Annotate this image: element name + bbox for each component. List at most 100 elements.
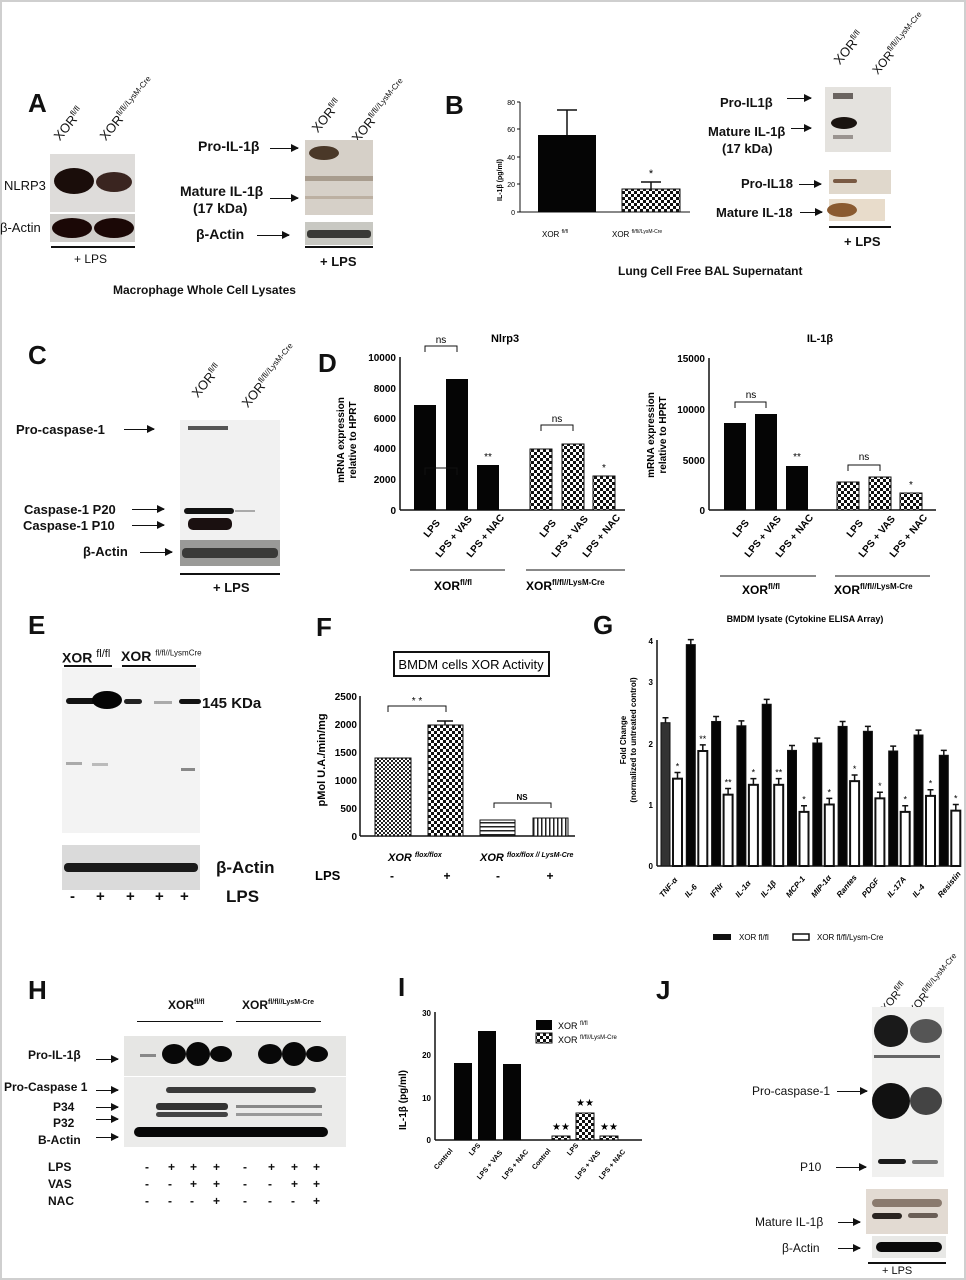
arrow-icon [838, 1244, 861, 1252]
blot-row-label: Pro-IL-1β [28, 1048, 81, 1062]
treatment-label: + LPS [882, 1265, 913, 1277]
svg-text:mRNA expression: mRNA expression [336, 397, 347, 483]
svg-text:MCP-1: MCP-1 [784, 874, 807, 899]
svg-text:2500: 2500 [335, 692, 358, 703]
group-label: XOR fl/fl [62, 648, 111, 666]
svg-text:ns: ns [436, 335, 447, 346]
svg-text:500: 500 [340, 804, 357, 815]
treatment-marker: - [268, 1177, 272, 1191]
group-label: XORfl/fl [168, 998, 205, 1012]
treatment-marker: + [291, 1177, 299, 1191]
treatment-marker: - [145, 1194, 149, 1208]
blot-row-label: Mature IL-1β [180, 183, 264, 199]
treatment-marker: + [291, 1160, 299, 1174]
blot-row-label: Pro-IL-1β [198, 138, 260, 154]
western-blot-caspase [180, 420, 280, 540]
western-blot-actin [305, 222, 373, 245]
arrow-icon [800, 208, 823, 216]
western-blot-actin [872, 1236, 946, 1258]
svg-text:-: - [390, 869, 394, 883]
arrow-icon [787, 94, 812, 102]
svg-text:2000: 2000 [374, 475, 397, 486]
treatment-label: + LPS [213, 580, 250, 595]
svg-text:2000: 2000 [335, 720, 358, 731]
svg-text:XOR fl/fl//LysM-Cre: XOR fl/fl//LysM-Cre [558, 1035, 617, 1045]
svg-text:★★: ★★ [552, 1122, 570, 1133]
chart-d-nlrp3: Nlrp3 mRNA expression relative to HPRT 0… [336, 333, 625, 593]
svg-text:+: + [546, 869, 553, 883]
svg-text:★★: ★★ [576, 1098, 594, 1109]
blot-row-label: Mature IL-1β [755, 1215, 824, 1229]
svg-text:*: * [954, 794, 958, 804]
svg-text:IL-1β (pg/ml): IL-1β (pg/ml) [398, 1070, 409, 1130]
divider [829, 226, 891, 228]
svg-text:IFNr: IFNr [708, 881, 726, 900]
blot-row-label: β-Actin [782, 1241, 820, 1255]
treatment-marker: - [190, 1194, 194, 1208]
svg-text:1000: 1000 [335, 776, 358, 787]
svg-text:XOR fl/fl: XOR fl/fl [558, 1021, 588, 1031]
blot-row-label: B-Actin [38, 1133, 81, 1147]
svg-text:*: * [929, 779, 933, 789]
treatment-marker: - [168, 1177, 172, 1191]
treatment-label: + LPS [844, 234, 881, 249]
chart-b: IL-1β (pg/ml) 0 20 40 60 80 * XOR fl/fl … [497, 100, 690, 239]
svg-text:LPS: LPS [845, 518, 866, 540]
panel-label-a: A [28, 88, 47, 118]
blot-row-label: (17 kDa) [722, 141, 773, 156]
blot-row-label: Pro-Caspase 1 [4, 1080, 88, 1094]
arrow-icon [799, 180, 822, 188]
svg-text:**: ** [725, 778, 733, 788]
svg-text:IL-17A: IL-17A [885, 875, 908, 900]
svg-text:1500: 1500 [335, 748, 358, 759]
svg-text:20: 20 [507, 182, 515, 189]
chart-f: BMDM cells XOR Activity pMol U.A./min/mg… [315, 651, 575, 883]
western-blot-il1b [305, 140, 373, 215]
svg-text:XOR fl/fl//LysM-Cre: XOR fl/fl//LysM-Cre [612, 229, 662, 239]
treatment-marker: + [313, 1177, 321, 1191]
panel-label-i: I [398, 972, 406, 1002]
arrow-icon [836, 1163, 867, 1171]
svg-text:10: 10 [422, 1094, 431, 1103]
svg-text:0: 0 [390, 506, 396, 517]
svg-text:pMol U.A./min/mg: pMol U.A./min/mg [316, 714, 328, 807]
svg-text:(normalized to untreated contr: (normalized to untreated control) [629, 677, 638, 803]
svg-text:XOR fl/fl: XOR fl/fl [542, 229, 568, 239]
blot-row-label: Caspase-1 P20 [24, 502, 116, 517]
panel-label-b: B [445, 90, 464, 120]
svg-text:LPS: LPS [566, 1142, 580, 1157]
svg-text:8000: 8000 [374, 384, 397, 395]
svg-text:60: 60 [507, 127, 515, 134]
blot-row-label: (17 kDa) [193, 200, 248, 216]
svg-text:LPS: LPS [468, 1142, 482, 1157]
svg-text:relative to HPRT: relative to HPRT [658, 396, 669, 473]
blot-row-label: β-Actin [216, 858, 275, 877]
western-blot-xor [62, 668, 201, 833]
svg-text:XOR flox/flox // LysM-Cre: XOR flox/flox // LysM-Cre [479, 852, 574, 864]
svg-text:*: * [903, 795, 907, 805]
svg-text:mRNA expression: mRNA expression [646, 392, 657, 478]
svg-text:0: 0 [699, 506, 705, 517]
svg-text:15000: 15000 [677, 354, 705, 365]
treatment-label: + LPS [74, 252, 108, 266]
western-blot-nlrp3 [50, 154, 135, 212]
treatment-marker: + [213, 1160, 221, 1174]
blot-row-label: P34 [53, 1100, 75, 1114]
lps-marker: + [96, 888, 105, 905]
svg-text:LPS: LPS [422, 518, 443, 540]
lps-marker: + [126, 888, 135, 905]
arrow-icon [838, 1218, 861, 1226]
svg-text:Fold Change: Fold Change [619, 715, 628, 764]
blot-row-label: Pro-caspase-1 [752, 1084, 831, 1098]
divider [305, 246, 373, 248]
treatment-marker: + [190, 1160, 198, 1174]
svg-text:Control: Control [531, 1148, 552, 1172]
arrow-icon [124, 425, 155, 433]
lps-marker: + [155, 888, 164, 905]
blot-row-label: β-Actin [0, 220, 41, 235]
svg-text:*: * [676, 762, 680, 772]
blot-row-label: Pro-IL1β [720, 95, 773, 110]
blot-row-label: Pro-IL18 [741, 176, 794, 191]
svg-text:MIP-1α: MIP-1α [809, 873, 833, 900]
arrow-icon [96, 1115, 119, 1123]
